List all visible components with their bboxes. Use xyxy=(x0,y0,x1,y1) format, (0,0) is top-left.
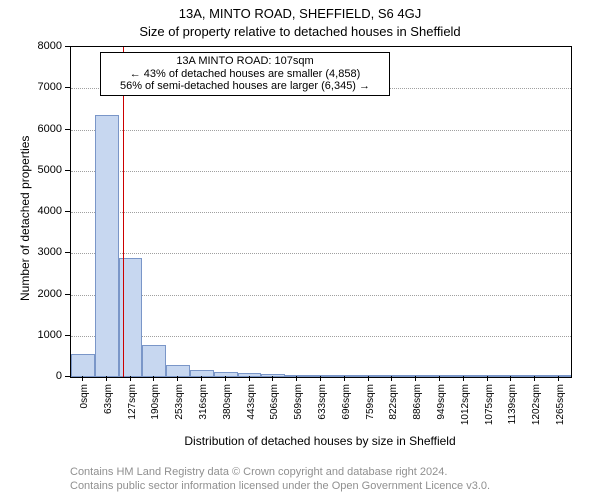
y-axis-label: Number of detached properties xyxy=(18,136,32,301)
x-tick-mark xyxy=(296,376,297,381)
x-tick-label: 1012sqm xyxy=(460,384,471,425)
y-tick-mark xyxy=(65,129,70,130)
histogram-bar xyxy=(95,115,119,377)
gridline xyxy=(71,130,571,131)
x-tick-mark xyxy=(463,376,464,381)
annotation-line: ← 43% of detached houses are smaller (4,… xyxy=(105,68,385,81)
x-tick-label: 633sqm xyxy=(317,384,328,420)
gridline xyxy=(71,336,571,337)
x-tick-label: 949sqm xyxy=(436,384,447,420)
x-tick-label: 0sqm xyxy=(79,384,90,408)
y-tick-mark xyxy=(65,335,70,336)
y-tick-mark xyxy=(65,376,70,377)
y-tick-mark xyxy=(65,87,70,88)
x-tick-label: 1202sqm xyxy=(531,384,542,425)
x-tick-label: 822sqm xyxy=(388,384,399,420)
x-tick-mark xyxy=(558,376,559,381)
x-tick-mark xyxy=(368,376,369,381)
x-tick-mark xyxy=(177,376,178,381)
gridline xyxy=(71,295,571,296)
chart-subtitle: Size of property relative to detached ho… xyxy=(0,24,600,39)
x-tick-mark xyxy=(344,376,345,381)
x-axis-label: Distribution of detached houses by size … xyxy=(70,434,570,448)
histogram-bar xyxy=(190,370,214,377)
x-tick-mark xyxy=(415,376,416,381)
annotation-line: 13A MINTO ROAD: 107sqm xyxy=(105,55,385,68)
y-tick-mark xyxy=(65,294,70,295)
x-tick-label: 1075sqm xyxy=(484,384,495,425)
x-tick-label: 190sqm xyxy=(150,384,161,420)
y-tick-mark xyxy=(65,211,70,212)
y-tick-mark xyxy=(65,252,70,253)
x-tick-mark xyxy=(487,376,488,381)
x-tick-label: 696sqm xyxy=(341,384,352,420)
chart-container: 13A, MINTO ROAD, SHEFFIELD, S6 4GJ Size … xyxy=(0,0,600,500)
gridline xyxy=(71,253,571,254)
x-tick-label: 443sqm xyxy=(246,384,257,420)
y-tick-mark xyxy=(65,46,70,47)
x-tick-mark xyxy=(130,376,131,381)
x-tick-mark xyxy=(320,376,321,381)
reference-line xyxy=(123,47,124,377)
x-tick-label: 63sqm xyxy=(103,384,114,414)
y-tick-label: 4000 xyxy=(0,205,62,217)
x-tick-label: 569sqm xyxy=(293,384,304,420)
y-tick-label: 2000 xyxy=(0,288,62,300)
x-tick-label: 1265sqm xyxy=(555,384,566,425)
histogram-bar xyxy=(119,258,143,377)
y-tick-label: 8000 xyxy=(0,40,62,52)
y-tick-label: 3000 xyxy=(0,246,62,258)
x-tick-label: 1139sqm xyxy=(507,384,518,424)
x-tick-mark xyxy=(534,376,535,381)
y-tick-label: 1000 xyxy=(0,329,62,341)
histogram-bar xyxy=(142,345,166,377)
footer-line-1: Contains HM Land Registry data © Crown c… xyxy=(70,466,447,478)
x-tick-mark xyxy=(153,376,154,381)
footer-line-2: Contains public sector information licen… xyxy=(70,480,490,492)
x-tick-label: 127sqm xyxy=(127,384,138,420)
y-tick-label: 5000 xyxy=(0,164,62,176)
x-tick-mark xyxy=(272,376,273,381)
x-tick-label: 380sqm xyxy=(222,384,233,420)
x-tick-mark xyxy=(225,376,226,381)
x-tick-mark xyxy=(249,376,250,381)
gridline xyxy=(71,171,571,172)
chart-title: 13A, MINTO ROAD, SHEFFIELD, S6 4GJ xyxy=(0,6,600,21)
y-tick-mark xyxy=(65,170,70,171)
annotation-line: 56% of semi-detached houses are larger (… xyxy=(105,80,385,93)
x-tick-mark xyxy=(82,376,83,381)
histogram-bar xyxy=(71,354,95,377)
x-tick-mark xyxy=(439,376,440,381)
annotation-box: 13A MINTO ROAD: 107sqm← 43% of detached … xyxy=(100,52,390,96)
x-tick-mark xyxy=(106,376,107,381)
y-tick-label: 6000 xyxy=(0,123,62,135)
x-tick-label: 253sqm xyxy=(174,384,185,420)
y-tick-label: 0 xyxy=(0,370,62,382)
x-tick-label: 759sqm xyxy=(365,384,376,420)
x-tick-mark xyxy=(201,376,202,381)
x-tick-label: 886sqm xyxy=(412,384,423,420)
x-tick-label: 316sqm xyxy=(198,384,209,420)
x-tick-mark xyxy=(510,376,511,381)
gridline xyxy=(71,212,571,213)
y-tick-label: 7000 xyxy=(0,81,62,93)
x-tick-label: 506sqm xyxy=(269,384,280,420)
x-tick-mark xyxy=(391,376,392,381)
